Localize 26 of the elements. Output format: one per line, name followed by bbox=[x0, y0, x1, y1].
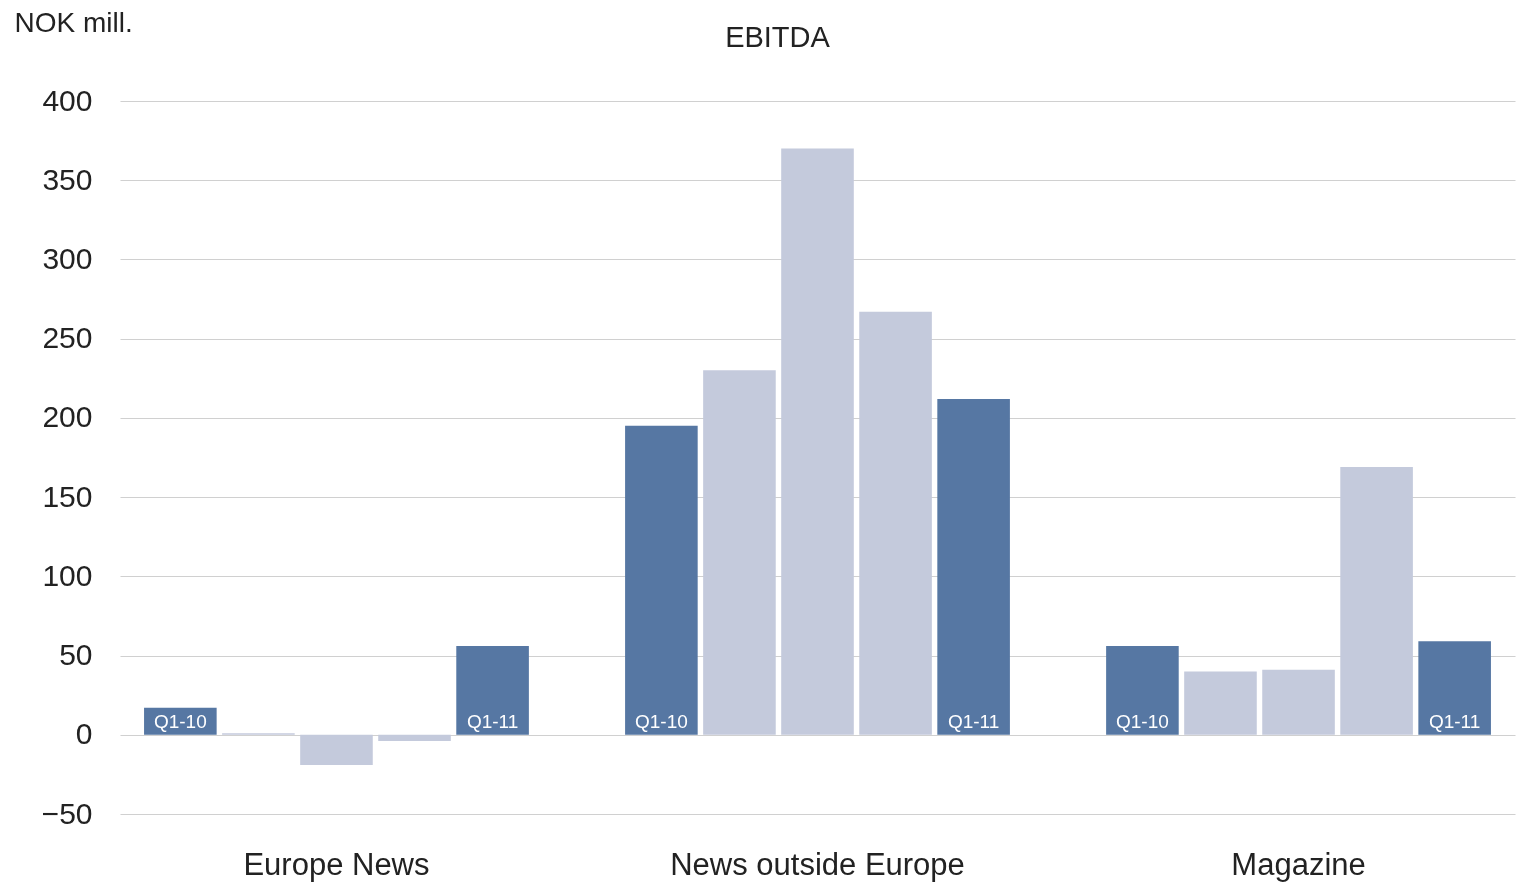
y-axis-title: NOK mill. bbox=[14, 6, 133, 38]
y-tick-label: 250 bbox=[42, 321, 93, 355]
bar bbox=[937, 398, 1010, 735]
bar bbox=[456, 646, 529, 735]
y-tick-label: 50 bbox=[59, 638, 93, 672]
bar bbox=[625, 425, 698, 735]
bar bbox=[1106, 646, 1179, 735]
chart-title: EBITDA bbox=[725, 21, 831, 53]
text: Q1-10 bbox=[1116, 710, 1169, 732]
series-label: Q1-10 bbox=[153, 710, 207, 732]
x-tick-label: News outside Europe bbox=[670, 846, 965, 882]
x-tick-label: Europe News bbox=[243, 846, 430, 882]
y-tick-label: 350 bbox=[42, 162, 93, 196]
text: Q1-11 bbox=[947, 710, 1000, 732]
y-tick-label: 0 bbox=[75, 717, 93, 751]
x-tick-label: Magazine bbox=[1231, 846, 1366, 882]
y-tick-label: 300 bbox=[42, 241, 93, 275]
text: Q1-11 bbox=[1428, 710, 1481, 732]
series-label: Q1-11 bbox=[466, 710, 519, 732]
y-tick-label: 400 bbox=[42, 83, 93, 117]
y-tick-label: 100 bbox=[42, 558, 93, 592]
text: Q1-10 bbox=[634, 710, 688, 732]
y-tick-label: 150 bbox=[42, 479, 93, 513]
y-tick-label: 200 bbox=[42, 400, 93, 434]
y-tick-label: −50 bbox=[41, 796, 93, 830]
bar bbox=[1418, 641, 1491, 735]
